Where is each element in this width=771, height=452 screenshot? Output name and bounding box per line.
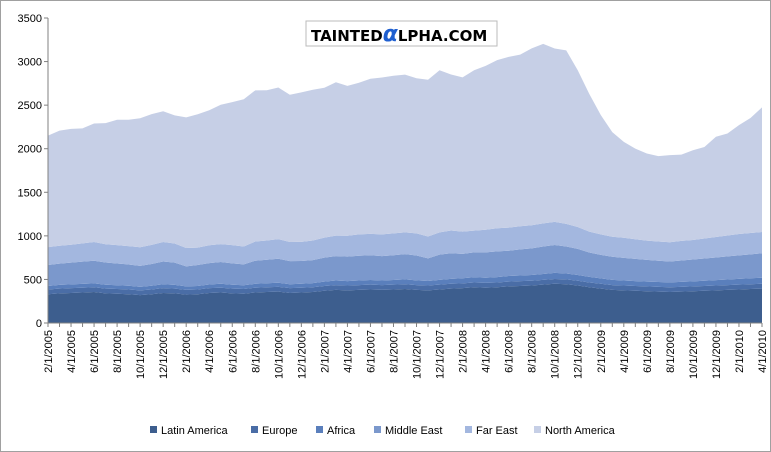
area-latin-america — [48, 283, 762, 323]
x-tick-label: 8/1/2006 — [250, 330, 262, 373]
x-tick-label: 10/1/2009 — [688, 330, 700, 379]
x-tick-label: 12/1/2009 — [711, 330, 723, 379]
legend-swatch — [150, 426, 157, 433]
legend-swatch — [534, 426, 541, 433]
y-tick-label: 0 — [36, 318, 42, 330]
y-tick-label: 3000 — [18, 57, 42, 69]
legend-swatch — [465, 426, 472, 433]
x-tick-label: 4/1/2010 — [757, 330, 769, 373]
x-tick-label: 10/1/2006 — [273, 330, 285, 379]
area-series-group — [48, 43, 762, 323]
x-tick-label: 2/1/2007 — [319, 330, 331, 373]
legend-label: Far East — [476, 425, 518, 437]
x-tick-label: 8/1/2007 — [388, 330, 400, 373]
x-tick-label: 6/1/2005 — [89, 330, 101, 373]
x-tick-label: 2/1/2010 — [734, 330, 746, 373]
y-tick-label: 2500 — [18, 100, 42, 112]
x-tick-label: 2/1/2005 — [43, 330, 55, 373]
x-tick-label: 12/1/2007 — [435, 330, 447, 379]
x-tick-label: 6/1/2008 — [504, 330, 516, 373]
area-north-america — [48, 43, 762, 249]
svg-text:TAINTEDαLPHA.COM: TAINTEDαLPHA.COM — [311, 22, 487, 47]
x-tick-label: 4/1/2007 — [342, 330, 354, 373]
x-tick-label: 12/1/2006 — [296, 330, 308, 379]
area-far-east — [48, 221, 762, 267]
legend-label: Middle East — [385, 425, 442, 437]
x-tick-label: 4/1/2005 — [66, 330, 78, 373]
y-tick-label: 1500 — [18, 187, 42, 199]
logo-watermark: TAINTEDαLPHA.COM — [305, 20, 498, 47]
x-tick-label: 6/1/2007 — [365, 330, 377, 373]
area-europe — [48, 278, 762, 296]
legend: Latin America Europe Africa Middle East Far … — [150, 425, 616, 437]
x-tick-label: 2/1/2009 — [596, 330, 608, 373]
legend-swatch — [374, 426, 381, 433]
legend-label: Europe — [262, 425, 297, 437]
x-tick-label: 10/1/2005 — [135, 330, 147, 379]
legend-label: Latin America — [161, 425, 229, 437]
y-tick-label: 2000 — [18, 144, 42, 156]
x-tick-label: 4/1/2009 — [619, 330, 631, 373]
x-tick-label: 6/1/2009 — [642, 330, 654, 373]
y-axis-ticks: 0 500 1000 1500 2000 2500 3000 3500 — [18, 13, 48, 330]
x-tick-label: 10/1/2008 — [550, 330, 562, 379]
x-tick-label: 10/1/2007 — [412, 330, 424, 379]
y-tick-label: 3500 — [18, 13, 42, 25]
x-tick-label: 2/1/2006 — [181, 330, 193, 373]
y-tick-label: 1000 — [18, 231, 42, 243]
x-tick-label: 6/1/2006 — [227, 330, 239, 373]
area-africa — [48, 272, 762, 291]
x-tick-label: 4/1/2008 — [481, 330, 493, 373]
x-axis-ticks: 2/1/2005 4/1/2005 6/1/2005 8/1/2005 10/1/200… — [43, 323, 769, 379]
x-tick-label: 12/1/2005 — [158, 330, 170, 379]
x-tick-label: 8/1/2009 — [665, 330, 677, 373]
area-middle-east — [48, 245, 762, 287]
x-tick-label: 2/1/2008 — [458, 330, 470, 373]
x-tick-label: 8/1/2008 — [527, 330, 539, 373]
legend-label: North America — [545, 425, 616, 437]
y-tick-label: 500 — [24, 274, 42, 286]
legend-swatch — [251, 426, 258, 433]
x-tick-label: 12/1/2008 — [573, 330, 585, 379]
x-tick-label: 8/1/2005 — [112, 330, 124, 373]
x-tick-label: 4/1/2006 — [204, 330, 216, 373]
legend-label: Africa — [327, 425, 356, 437]
legend-swatch — [316, 426, 323, 433]
